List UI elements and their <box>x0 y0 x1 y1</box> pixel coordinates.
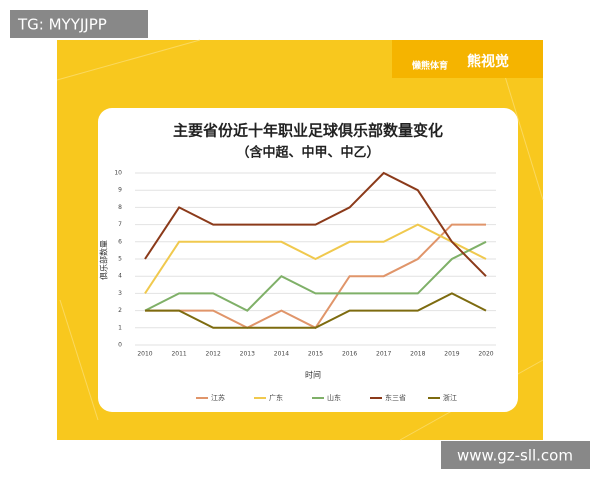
x-tick-label: 2014 <box>274 351 289 358</box>
x-tick-label: 2018 <box>410 351 425 358</box>
x-tick-label: 2019 <box>444 351 459 358</box>
x-axis-label: 时间 <box>305 370 321 380</box>
tag: TG: MYYJJPP <box>17 16 107 34</box>
y-tick-label: 6 <box>118 238 122 245</box>
chart-subtitle: （含中超、中甲、中乙） <box>236 145 379 161</box>
x-tick-label: 2013 <box>240 351 255 358</box>
y-tick-label: 10 <box>114 170 122 177</box>
tag-box <box>10 10 148 38</box>
x-tick-label: 2015 <box>308 351 323 358</box>
y-tick-label: 8 <box>118 204 122 211</box>
y-tick-label: 9 <box>118 187 122 194</box>
brand-channel: 熊视觉 <box>467 53 509 70</box>
y-axis-label: 俱乐部数量 <box>99 240 109 280</box>
y-tick-label: 5 <box>118 256 122 263</box>
logo-box <box>392 40 543 78</box>
y-tick-label: 0 <box>118 342 122 349</box>
legend-label: 浙江 <box>443 393 457 402</box>
chart-card <box>98 108 518 412</box>
x-tick-label: 2017 <box>376 351 391 358</box>
y-tick-label: 3 <box>118 290 122 297</box>
legend-label: 东三省 <box>385 393 406 402</box>
y-tick-label: 2 <box>118 307 122 314</box>
legend-label: 山东 <box>327 393 341 402</box>
brand-name: 懒熊体育 <box>412 60 448 72</box>
watermark: www.gz-sll.com <box>457 447 573 465</box>
x-tick-label: 2020 <box>478 351 493 358</box>
x-tick-label: 2012 <box>206 351 221 358</box>
y-tick-label: 7 <box>118 221 122 228</box>
x-tick-label: 2016 <box>342 351 357 358</box>
chart-title: 主要省份近十年职业足球俱乐部数量变化 <box>173 122 443 140</box>
legend-label: 江苏 <box>211 393 225 402</box>
legend-label: 广东 <box>269 393 283 402</box>
series-line <box>144 223 487 294</box>
y-tick-label: 1 <box>118 324 122 331</box>
x-tick-label: 2010 <box>137 351 152 358</box>
x-tick-label: 2011 <box>171 351 186 358</box>
watermark-box <box>441 441 590 469</box>
series-line <box>145 292 487 329</box>
series-line <box>144 171 487 277</box>
y-tick-label: 4 <box>118 273 122 280</box>
series-line <box>144 240 487 312</box>
